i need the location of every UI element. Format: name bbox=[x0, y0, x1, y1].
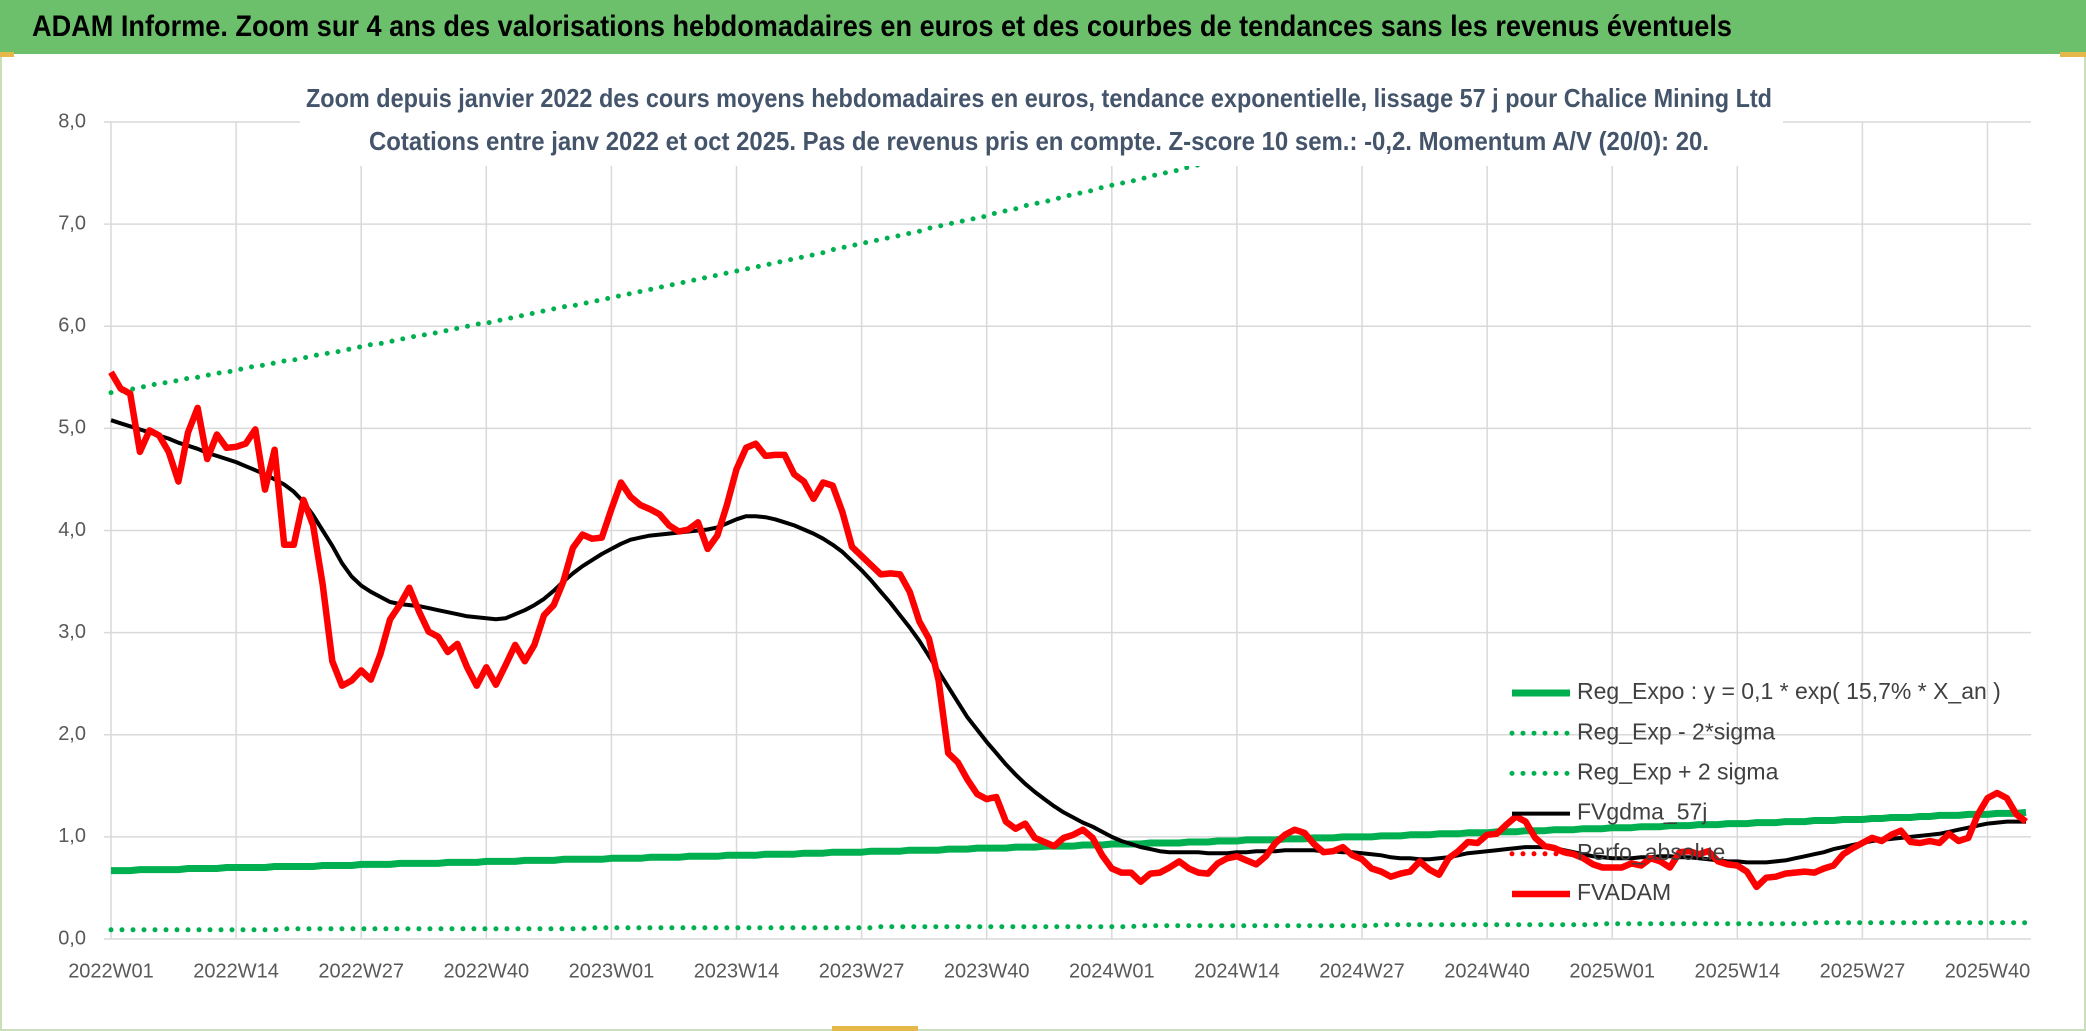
legend-label: FVgdma_57j bbox=[1577, 799, 1707, 825]
plot-lines bbox=[108, 118, 2029, 933]
y-tick-label: 7,0 bbox=[58, 212, 86, 234]
legend-label: Perfo_absolue bbox=[1577, 839, 1725, 865]
series-line bbox=[108, 920, 2029, 933]
legend: Reg_Expo : y = 0,1 * exp( 15,7% * X_an )… bbox=[1509, 678, 2001, 905]
legend-label: Reg_Expo : y = 0,1 * exp( 15,7% * X_an ) bbox=[1577, 678, 2001, 704]
x-tick-label: 2022W01 bbox=[68, 960, 154, 982]
legend-label: FVADAM bbox=[1577, 879, 1671, 905]
x-tick-label: 2024W01 bbox=[1069, 960, 1155, 982]
chart-subtitle: Cotations entre janv 2022 et oct 2025. P… bbox=[369, 126, 1709, 156]
corner-mark bbox=[0, 52, 14, 57]
x-tick-label: 2022W14 bbox=[193, 960, 279, 982]
x-tick-label: 2023W27 bbox=[819, 960, 905, 982]
x-tick-label: 2023W14 bbox=[694, 960, 780, 982]
title-box bbox=[300, 78, 1783, 166]
bottom-mark bbox=[832, 1026, 918, 1031]
x-tick-label: 2025W01 bbox=[1569, 960, 1655, 982]
y-tick-label: 2,0 bbox=[58, 723, 86, 745]
y-tick-label: 5,0 bbox=[58, 417, 86, 439]
corner-mark bbox=[2060, 52, 2086, 57]
y-tick-label: 6,0 bbox=[58, 315, 86, 337]
y-tick-label: 4,0 bbox=[58, 519, 86, 541]
x-tick-label: 2025W27 bbox=[1820, 960, 1906, 982]
y-tick-label: 1,0 bbox=[58, 825, 86, 847]
y-tick-label: 8,0 bbox=[58, 110, 86, 132]
header-bar bbox=[0, 0, 2086, 54]
legend-label: Reg_Exp - 2*sigma bbox=[1577, 718, 1775, 744]
x-tick-label: 2025W14 bbox=[1694, 960, 1780, 982]
series-line bbox=[108, 370, 2028, 891]
x-tick-label: 2024W40 bbox=[1444, 960, 1530, 982]
x-tick-label: 2023W40 bbox=[944, 960, 1030, 982]
x-tick-label: 2024W14 bbox=[1194, 960, 1280, 982]
x-tick-label: 2023W01 bbox=[569, 960, 655, 982]
legend-label: Reg_Exp + 2 sigma bbox=[1577, 758, 1779, 784]
series-line bbox=[108, 118, 1390, 396]
x-tick-label: 2022W27 bbox=[318, 960, 404, 982]
header-title: ADAM Informe. Zoom sur 4 ans des valoris… bbox=[32, 10, 1732, 43]
series-line bbox=[111, 808, 2027, 875]
x-tick-label: 2025W40 bbox=[1945, 960, 2031, 982]
x-tick-label: 2024W27 bbox=[1319, 960, 1405, 982]
chart-title: Zoom depuis janvier 2022 des cours moyen… bbox=[306, 83, 1772, 113]
y-tick-label: 0,0 bbox=[58, 927, 86, 949]
x-tick-label: 2022W40 bbox=[443, 960, 529, 982]
y-tick-label: 3,0 bbox=[58, 621, 86, 643]
series-line bbox=[110, 418, 2026, 865]
